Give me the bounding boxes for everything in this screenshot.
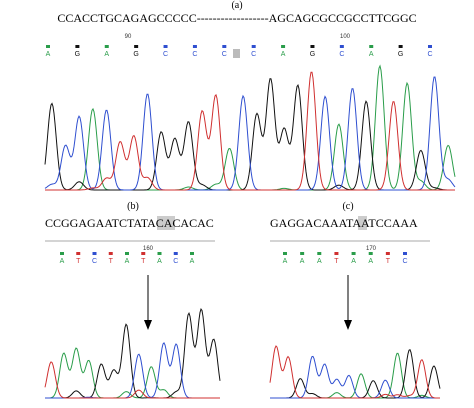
trace — [270, 355, 440, 399]
base-call: A — [368, 258, 373, 265]
base-call: C — [402, 258, 407, 265]
base-marker — [385, 252, 390, 255]
base-call: A — [190, 258, 195, 265]
base-marker — [368, 252, 373, 255]
base-call: G — [310, 51, 315, 58]
sequence: CCGGAGAATCTATACACACAC — [45, 216, 214, 230]
base-marker — [317, 252, 322, 255]
trace — [45, 307, 221, 399]
base-marker — [125, 252, 129, 255]
base-call: A — [281, 51, 286, 58]
base-call: T — [109, 258, 114, 265]
trace — [45, 64, 456, 191]
base-marker — [310, 45, 315, 48]
base-marker — [75, 45, 80, 48]
base-call: C — [339, 51, 344, 58]
highlight — [157, 216, 175, 230]
base-call: C — [427, 51, 432, 58]
position: 160 — [143, 246, 154, 252]
base-marker — [76, 252, 81, 255]
chromatograms — [44, 64, 456, 399]
trace — [44, 78, 455, 191]
panel-label: (c) — [342, 201, 353, 212]
base-marker — [428, 45, 432, 48]
base-marker — [60, 252, 64, 255]
base-call: G — [133, 51, 138, 58]
arrow-head — [144, 320, 152, 330]
base-call: C — [92, 258, 97, 265]
base-marker — [351, 252, 356, 255]
base-marker — [339, 45, 344, 48]
base-marker — [369, 45, 374, 48]
position: 100 — [340, 34, 351, 40]
base-call: A — [46, 51, 51, 58]
base-call: A — [317, 258, 322, 265]
panel-label: (b) — [127, 201, 139, 212]
base-marker — [192, 45, 197, 48]
base-marker — [334, 252, 339, 255]
base-call: C — [251, 51, 256, 58]
base-call: A — [125, 258, 130, 265]
base-marker — [134, 45, 139, 48]
base-call: A — [369, 51, 374, 58]
base-call: A — [60, 258, 65, 265]
base-marker — [283, 252, 287, 255]
base-marker — [104, 45, 109, 48]
base-marker — [92, 252, 97, 255]
base-marker — [222, 45, 227, 48]
base-call: C — [163, 51, 168, 58]
position: 90 — [125, 34, 132, 40]
base-marker — [108, 252, 113, 255]
base-marker — [46, 45, 50, 48]
base-call: T — [334, 258, 339, 265]
base-call: G — [75, 51, 80, 58]
highlight — [358, 216, 367, 230]
trace — [45, 342, 220, 399]
base-call: G — [398, 51, 403, 58]
base-call: A — [351, 258, 356, 265]
base-call: C — [192, 51, 197, 58]
base-call: A — [283, 258, 288, 265]
highlight — [233, 49, 240, 58]
base-call: A — [300, 258, 305, 265]
sequence: GAGGACAAATAATCCAAA — [270, 216, 418, 230]
base-call: T — [76, 258, 81, 265]
trace — [269, 345, 440, 399]
base-marker — [173, 252, 178, 255]
base-marker — [300, 252, 305, 255]
base-marker — [281, 45, 286, 48]
base-call: T — [141, 258, 146, 265]
base-call: A — [157, 258, 162, 265]
panel-label: (a) — [231, 0, 242, 11]
base-marker — [141, 252, 146, 255]
base-marker — [163, 45, 168, 48]
base-call: C — [173, 258, 178, 265]
base-call: T — [386, 258, 391, 265]
base-marker — [251, 45, 256, 48]
trace — [44, 361, 220, 399]
trace — [44, 76, 456, 191]
base-marker — [157, 252, 162, 255]
base-marker — [403, 252, 407, 255]
position: 170 — [366, 246, 377, 252]
base-call: C — [222, 51, 227, 58]
base-call: A — [104, 51, 109, 58]
base-marker — [190, 252, 194, 255]
trace — [45, 71, 455, 191]
sequence: CCACCTGCAGAGCCCCC------------------AGCAG… — [57, 11, 416, 25]
arrow-head — [344, 320, 352, 330]
base-marker — [398, 45, 403, 48]
